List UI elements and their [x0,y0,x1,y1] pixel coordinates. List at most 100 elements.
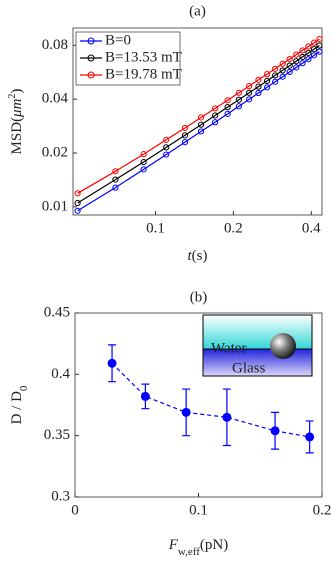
marker [112,184,119,191]
marker [255,83,262,90]
marker [181,139,189,146]
marker [279,60,286,67]
marker [235,103,242,110]
marker [197,128,205,135]
marker [299,47,306,54]
marker [74,190,81,197]
marker [74,199,81,207]
marker [299,53,306,61]
marker [293,58,300,65]
marker [305,43,312,50]
marker [181,407,191,417]
marker [197,121,205,128]
legend-marker [87,54,95,62]
marker [245,96,253,103]
marker [235,96,242,103]
y-tick-label: 0.02 [42,144,68,160]
marker [305,49,312,57]
y-label-part: MSD( [9,117,25,155]
marker [224,104,231,111]
y-label-part: 0 [18,385,30,391]
marker [272,78,279,85]
y-tick-label: 0.35 [44,427,70,443]
series-line [77,51,320,212]
marker [272,65,279,72]
inset-label: Water [211,340,246,356]
legend-label: B=0 [105,32,131,48]
x-axis-label: Fw,eff(pN) [168,537,229,557]
marker [212,112,219,119]
marker [112,168,119,175]
marker [286,62,293,69]
y-tick-label: 0.08 [42,37,68,53]
panel-title: (b) [190,289,208,305]
marker [212,105,219,112]
y-tick-label: 0.04 [42,91,69,107]
marker [255,76,262,83]
marker [310,52,318,59]
marker [299,60,306,67]
x-tick-label: 0.1 [146,220,165,236]
marker [255,89,262,97]
x-tick-label: 0.2 [313,502,332,518]
x-axis-label: t(s) [188,248,208,264]
panel-title: (a) [189,3,206,19]
marker [140,151,147,158]
marker [222,412,232,422]
legend-marker [87,71,95,79]
plot-frame [72,27,323,216]
marker [279,67,286,74]
marker [140,166,147,173]
marker [272,72,279,79]
x-label-part: t [188,248,193,264]
marker [163,151,170,158]
marker [264,84,271,91]
y-tick-label: 0.45 [44,304,70,320]
series-line [77,45,320,204]
x-tick-label: 0.4 [302,220,321,236]
marker [310,46,318,53]
marker [224,110,231,117]
x-tick-label: 0.1 [189,502,208,518]
x-tick-label: 0 [71,502,79,518]
marker [264,77,271,85]
marker [305,432,315,442]
marker [279,73,286,80]
y-label-part: D / D [9,391,25,425]
marker [310,39,318,46]
marker [181,124,189,132]
marker [140,158,147,166]
inset-label: Glass [232,360,265,376]
marker [264,71,271,78]
x-tick-label: 0.2 [224,220,243,236]
marker [140,391,150,401]
marker [163,144,170,151]
marker [286,56,293,63]
legend-marker [87,37,95,45]
marker [235,89,242,96]
marker [293,51,300,58]
marker [286,68,293,76]
y-tick-label: 0.4 [51,366,70,382]
legend-label: B=19.78 mT [105,66,182,82]
y-label-part: 2 [7,94,18,99]
marker [197,114,205,121]
marker [181,132,189,139]
marker [316,35,323,43]
x-label-part: w,eff [178,546,200,557]
y-tick-label: 0.3 [51,488,70,504]
y-tick-label: 0.01 [42,198,68,214]
marker [74,207,81,214]
inset-glass [202,348,313,377]
legend-label: B=13.53 mT [105,49,182,65]
y-axis-label: D / D0 [9,385,29,424]
marker [316,48,323,55]
marker [212,119,219,126]
y-label-part: μm [9,98,25,118]
marker [316,42,323,49]
inset-particle [270,333,296,359]
marker [245,89,253,96]
marker [245,83,253,90]
